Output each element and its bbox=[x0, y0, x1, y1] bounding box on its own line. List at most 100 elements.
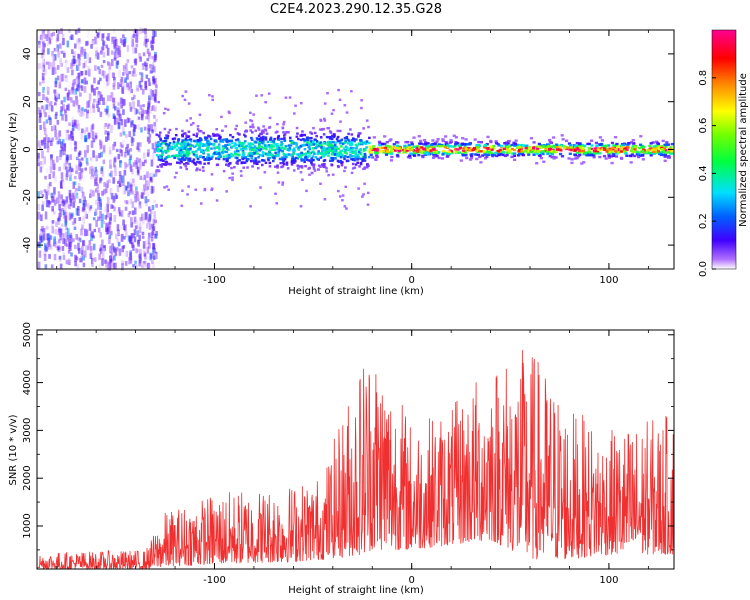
spectrogram-cell bbox=[59, 110, 63, 117]
spectrogram-cell bbox=[68, 28, 71, 33]
spectrogram-cell bbox=[208, 94, 211, 97]
spectrogram-cell bbox=[322, 127, 326, 131]
spectrogram-cell bbox=[221, 145, 225, 148]
spectrogram-cell bbox=[222, 138, 226, 141]
spectrogram-cell bbox=[45, 104, 49, 110]
spectrogram-cell bbox=[252, 159, 256, 163]
spectrogram-cell bbox=[360, 141, 363, 145]
spectrogram-cell bbox=[145, 185, 148, 192]
spectrogram-cell bbox=[264, 128, 267, 131]
spectrogram-cell bbox=[497, 144, 501, 147]
spectrogram-cell bbox=[639, 154, 643, 157]
spectrogram-cell bbox=[357, 142, 361, 145]
spectrogram-cell bbox=[266, 157, 270, 160]
spectrogram-cell bbox=[211, 155, 214, 159]
spectrogram-cell bbox=[448, 141, 452, 144]
spectrogram-cell bbox=[73, 189, 77, 197]
spectrogram-cell bbox=[90, 165, 94, 171]
spectrogram-cell bbox=[139, 249, 142, 256]
spectrogram-cell bbox=[86, 203, 90, 209]
spectrogram-cell bbox=[62, 104, 65, 111]
spectrogram-cell bbox=[373, 147, 377, 151]
spectrogram-cell bbox=[269, 138, 272, 141]
spectrogram-cell bbox=[43, 90, 47, 97]
spectrogram-cell bbox=[75, 257, 79, 261]
spectrogram-cell bbox=[99, 50, 103, 55]
spectrogram-cell bbox=[74, 146, 77, 152]
spectrogram-cell bbox=[45, 134, 48, 142]
spectrogram-cell bbox=[189, 140, 193, 143]
spectrogram-cell bbox=[109, 152, 112, 160]
spectrogram-cell bbox=[64, 215, 67, 223]
spectrogram-cell bbox=[362, 141, 365, 145]
spectrogram-cell bbox=[57, 51, 60, 58]
spectrogram-cell bbox=[120, 97, 123, 105]
spectrogram-cell bbox=[64, 160, 68, 168]
spectrogram-cell bbox=[39, 147, 42, 151]
spectrogram-cell bbox=[177, 157, 180, 160]
spectrogram-cell bbox=[651, 141, 655, 144]
spectrogram-cell bbox=[161, 152, 164, 155]
spectrogram-cell bbox=[586, 142, 590, 146]
spectrogram-cell bbox=[341, 199, 344, 202]
spectrogram-cell bbox=[337, 160, 341, 163]
spectrogram-cell bbox=[65, 196, 69, 205]
spectrogram-cell bbox=[308, 173, 311, 176]
spectrogram-cell bbox=[146, 199, 150, 203]
spectrogram-cell bbox=[117, 153, 121, 160]
spectrogram-cell bbox=[274, 151, 277, 155]
spectrogram-cell bbox=[203, 162, 206, 165]
spectrogram-cell bbox=[660, 147, 664, 151]
spectrogram-cell bbox=[87, 68, 91, 77]
spectrogram-cell bbox=[155, 203, 158, 208]
spectrogram-cell bbox=[71, 128, 75, 132]
spectrogram-cell bbox=[333, 147, 337, 150]
spectrogram-cell bbox=[88, 93, 92, 101]
spectrogram-cell bbox=[125, 163, 129, 168]
spectrogram-cell bbox=[121, 144, 124, 148]
spectrogram-cell bbox=[186, 143, 190, 146]
spectrogram-cell bbox=[121, 175, 124, 183]
spectrogram-cell bbox=[244, 130, 247, 133]
spectrogram-cell bbox=[94, 208, 98, 215]
spectrogram-cell bbox=[134, 260, 137, 265]
spectrogram-cell bbox=[442, 144, 447, 148]
spectrogram-cell bbox=[123, 68, 127, 75]
spectrogram-cell bbox=[225, 154, 229, 157]
spectrogram-cell bbox=[390, 149, 395, 153]
spectrogram-cell bbox=[404, 140, 408, 144]
spectrogram-cell bbox=[46, 141, 50, 149]
spectrogram-cell bbox=[444, 142, 448, 145]
spectrogram-cell bbox=[39, 160, 43, 166]
spectrogram-cell bbox=[261, 135, 265, 139]
spectrogram-cell bbox=[175, 171, 178, 175]
spectrogram-cell bbox=[249, 119, 252, 122]
spectrogram-cell bbox=[314, 142, 318, 146]
spectrogram-cell bbox=[80, 228, 83, 236]
spectrogram-cell bbox=[577, 155, 581, 158]
spectrogram-cell bbox=[348, 155, 352, 159]
spectrogram-cell bbox=[217, 152, 221, 155]
spectrogram-cell bbox=[218, 136, 222, 140]
spectrogram-cell bbox=[485, 143, 489, 146]
spectrogram-cell bbox=[656, 142, 660, 145]
spectrogram-cell bbox=[137, 239, 140, 244]
spectrogram-cell bbox=[450, 151, 454, 155]
spectrogram-cell bbox=[130, 217, 133, 222]
spectrogram-cell bbox=[592, 149, 597, 153]
spectrogram-cell bbox=[60, 172, 64, 179]
spectrogram-cell bbox=[138, 162, 142, 170]
spectrogram-cell bbox=[308, 151, 312, 155]
spectrogram-cell bbox=[292, 148, 296, 151]
spectrogram-cell bbox=[260, 158, 264, 162]
spectrogram-cell bbox=[282, 153, 286, 156]
spectrogram-cell bbox=[308, 147, 312, 151]
spectrogram-cell bbox=[459, 159, 463, 162]
spectrogram-cell bbox=[316, 152, 320, 156]
spectrogram-cell bbox=[575, 156, 579, 160]
spectrogram-cell bbox=[57, 29, 61, 35]
spectrogram-cell bbox=[339, 120, 342, 123]
spectrogram-cell bbox=[182, 154, 186, 157]
spectrogram-cell bbox=[341, 142, 345, 146]
spectrogram-cell bbox=[41, 72, 45, 81]
